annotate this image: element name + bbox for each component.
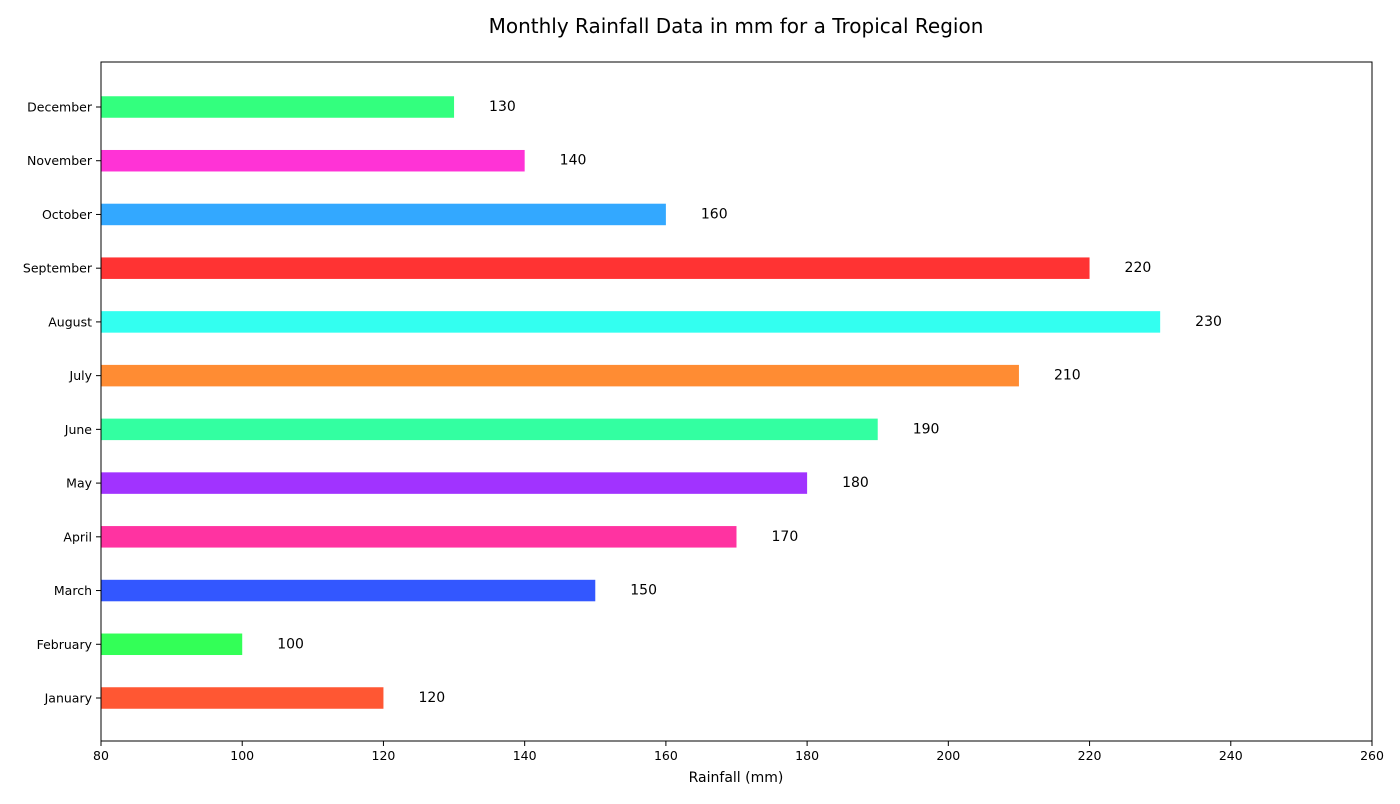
data-label-november: 140 (560, 153, 587, 169)
x-tick-label-140: 140 (513, 748, 537, 763)
y-axis-ticks: January February March April May June July Augu… (23, 100, 101, 706)
y-tick-label-august: August (48, 314, 92, 329)
data-label-may: 180 (842, 475, 869, 491)
bar-september (101, 257, 1090, 279)
bars-layer (101, 96, 1161, 709)
data-label-april: 170 (772, 529, 799, 545)
y-tick-label-may: May (66, 476, 92, 491)
y-tick-label-september: September (23, 261, 93, 276)
y-tick-label-march: March (54, 583, 92, 598)
plot-frame (100, 61, 1373, 742)
chart-title: Monthly Rainfall Data in mm for a Tropic… (489, 14, 984, 38)
x-tick-label-180: 180 (795, 748, 819, 763)
data-label-july: 210 (1054, 368, 1081, 384)
bar-october (101, 203, 666, 226)
bar-may (101, 472, 808, 494)
x-axis-label: Rainfall (mm) (689, 770, 784, 786)
y-tick-label-june: June (64, 422, 93, 437)
x-tick-label-240: 240 (1219, 748, 1243, 763)
x-tick-label-220: 220 (1078, 748, 1102, 763)
bar-march (101, 579, 596, 602)
data-labels-layer: 120 100 150 170 180 190 210 230 220 160 140 130 (277, 99, 1222, 706)
x-tick-label-120: 120 (372, 748, 396, 763)
data-label-december: 130 (489, 99, 516, 115)
y-tick-label-february: February (37, 637, 93, 652)
x-tick-label-200: 200 (936, 748, 960, 763)
x-tick-label-100: 100 (230, 748, 254, 763)
bar-january (101, 687, 384, 709)
x-tick-label-80: 80 (93, 748, 109, 763)
y-tick-label-october: October (42, 207, 93, 222)
x-tick-label-160: 160 (654, 748, 678, 763)
y-tick-label-november: November (27, 153, 93, 168)
bar-december (101, 96, 455, 118)
y-tick-label-december: December (27, 100, 93, 115)
bar-april (101, 526, 737, 548)
bar-august (101, 311, 1161, 333)
y-tick-label-january: January (44, 691, 93, 706)
data-label-october: 160 (701, 206, 728, 222)
data-label-february: 100 (277, 636, 304, 652)
bar-july (101, 364, 1019, 387)
y-tick-label-april: April (63, 529, 92, 544)
bar-november (101, 149, 525, 172)
bar-june (101, 418, 878, 441)
data-label-september: 220 (1125, 260, 1152, 276)
data-label-june: 190 (913, 421, 940, 437)
data-label-january: 120 (418, 690, 445, 706)
data-label-march: 150 (630, 583, 657, 599)
bar-february (101, 633, 243, 656)
data-label-august: 230 (1195, 314, 1222, 330)
x-tick-label-260: 260 (1360, 748, 1384, 763)
x-axis-ticks: 80 100 120 140 160 180 200 220 240 260 (93, 741, 1384, 763)
y-tick-label-july: July (69, 368, 93, 383)
